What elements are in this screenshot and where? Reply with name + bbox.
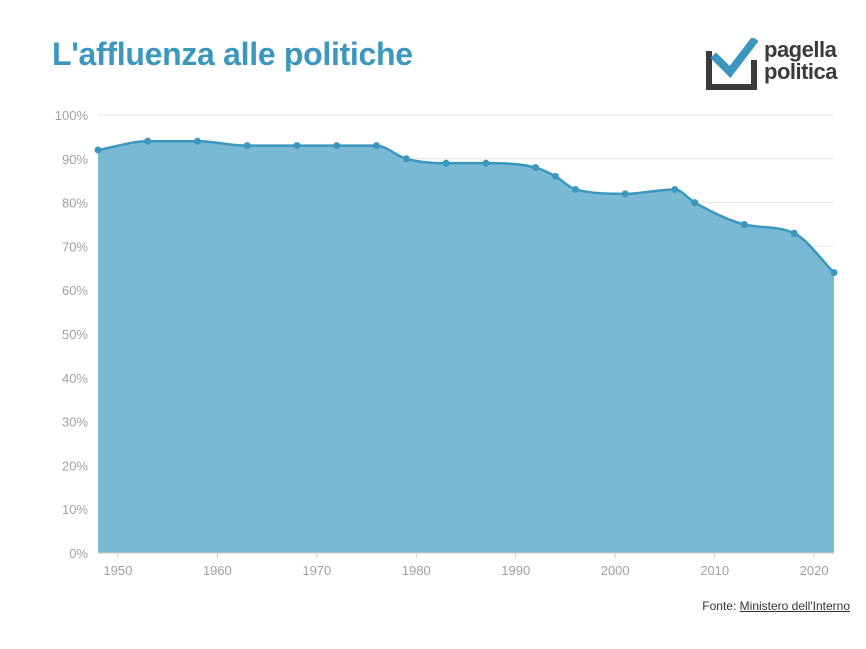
turnout-point <box>671 185 679 193</box>
turnout-point <box>372 142 380 150</box>
logo-wordmark: pagella politica <box>764 37 838 84</box>
y-tick-label: 40% <box>62 371 88 386</box>
source-prefix: Fonte: <box>702 599 740 613</box>
x-tick-label: 1990 <box>501 563 530 578</box>
turnout-point <box>243 142 251 150</box>
y-tick-label: 10% <box>62 502 88 517</box>
y-tick-label: 80% <box>62 196 88 211</box>
turnout-point <box>830 269 838 277</box>
turnout-point <box>442 159 450 167</box>
turnout-point <box>532 164 540 172</box>
x-tick-label: 1970 <box>302 563 331 578</box>
logo-line-2: politica <box>764 59 838 84</box>
x-tick-label: 2020 <box>800 563 829 578</box>
checkbox-check-icon <box>706 38 758 90</box>
pagella-politica-logo[interactable]: pagella politica <box>706 38 856 92</box>
y-tick-label: 90% <box>62 152 88 167</box>
source-link[interactable]: Ministero dell'Interno <box>739 599 850 613</box>
turnout-point <box>571 185 579 193</box>
y-tick-label: 60% <box>62 283 88 298</box>
logo-line-1: pagella <box>764 37 837 62</box>
x-tick-label: 2010 <box>700 563 729 578</box>
turnout-point <box>144 137 152 145</box>
turnout-area <box>98 141 834 553</box>
x-tick-label: 1960 <box>203 563 232 578</box>
x-tick-label: 2000 <box>601 563 630 578</box>
y-tick-label: 70% <box>62 239 88 254</box>
y-tick-label: 20% <box>62 458 88 473</box>
turnout-point <box>482 159 490 167</box>
y-tick-label: 0% <box>69 546 88 561</box>
y-tick-label: 30% <box>62 415 88 430</box>
turnout-point <box>333 142 341 150</box>
turnout-point <box>193 137 201 145</box>
x-tick-label: 1980 <box>402 563 431 578</box>
y-tick-label: 100% <box>55 108 89 123</box>
turnout-point <box>293 142 301 150</box>
turnout-point <box>621 190 629 198</box>
turnout-point <box>691 199 699 207</box>
source-note: Fonte: Ministero dell'Interno <box>702 599 850 613</box>
x-tick-label: 1950 <box>103 563 132 578</box>
y-tick-label: 50% <box>62 327 88 342</box>
turnout-point <box>790 229 798 237</box>
chart-title: L'affluenza alle politiche <box>52 36 413 72</box>
turnout-point <box>402 155 410 163</box>
turnout-point <box>94 146 102 154</box>
turnout-point <box>740 221 748 228</box>
turnout-point <box>552 172 560 180</box>
